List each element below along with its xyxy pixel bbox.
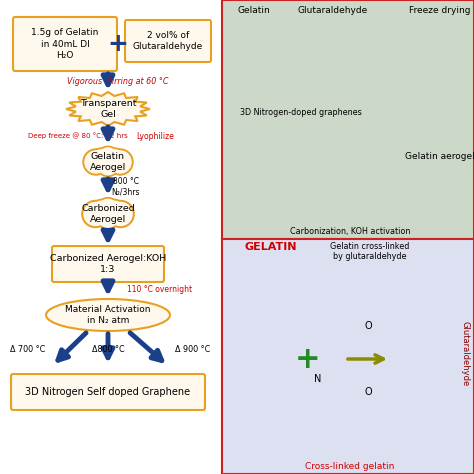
Text: Freeze drying: Freeze drying — [409, 6, 471, 15]
FancyBboxPatch shape — [0, 0, 218, 474]
Circle shape — [96, 153, 120, 176]
Text: Lyophilize: Lyophilize — [136, 131, 174, 140]
Text: 110 °C overnight: 110 °C overnight — [128, 285, 192, 294]
Text: Cross-linked gelatin: Cross-linked gelatin — [305, 462, 395, 471]
Text: Vigorous stirring at 60 °C: Vigorous stirring at 60 °C — [67, 76, 169, 85]
Text: Gelatin cross-linked
by glutaraldehyde: Gelatin cross-linked by glutaraldehyde — [330, 242, 410, 261]
Text: 800 °C
N₂/3hrs: 800 °C N₂/3hrs — [112, 177, 140, 197]
Text: 1.5g of Gelatin
in 40mL DI
H₂O: 1.5g of Gelatin in 40mL DI H₂O — [31, 28, 99, 60]
Text: Gelatin
Aerogel: Gelatin Aerogel — [90, 152, 126, 172]
Polygon shape — [66, 92, 150, 126]
Text: GELATIN: GELATIN — [245, 242, 298, 252]
Text: 2 vol% of
Glutaraldehyde: 2 vol% of Glutaraldehyde — [133, 31, 203, 51]
FancyBboxPatch shape — [125, 20, 211, 62]
Text: Glutaraldehyde: Glutaraldehyde — [298, 6, 368, 15]
Text: Deep freeze @ 80 °C: 12 hrs: Deep freeze @ 80 °C: 12 hrs — [28, 133, 128, 139]
Text: Δ800 °C: Δ800 °C — [91, 345, 124, 354]
Text: O: O — [364, 321, 372, 331]
Circle shape — [98, 200, 118, 219]
Text: Gelatin aerogel: Gelatin aerogel — [405, 152, 474, 161]
Circle shape — [92, 150, 112, 169]
FancyBboxPatch shape — [222, 239, 474, 474]
Text: Carbonized Aerogel:KOH
1:3: Carbonized Aerogel:KOH 1:3 — [50, 254, 166, 274]
FancyBboxPatch shape — [222, 0, 474, 239]
Text: Carbonized
Aerogel: Carbonized Aerogel — [81, 204, 135, 224]
Circle shape — [90, 200, 114, 223]
Circle shape — [96, 198, 120, 221]
Circle shape — [85, 151, 107, 173]
Circle shape — [99, 148, 118, 167]
Circle shape — [102, 148, 126, 171]
FancyBboxPatch shape — [11, 374, 205, 410]
Circle shape — [97, 146, 119, 169]
FancyBboxPatch shape — [52, 246, 164, 282]
Text: Glutaraldehyde: Glutaraldehyde — [461, 321, 470, 387]
Circle shape — [83, 149, 109, 175]
Circle shape — [107, 149, 133, 175]
Text: Δ 700 °C: Δ 700 °C — [10, 345, 46, 354]
Circle shape — [102, 200, 126, 223]
Circle shape — [104, 150, 124, 169]
Circle shape — [109, 151, 131, 173]
Circle shape — [91, 148, 113, 171]
Text: N: N — [314, 374, 322, 384]
Text: Carbonization, KOH activation: Carbonization, KOH activation — [290, 227, 410, 236]
Circle shape — [107, 201, 134, 228]
Circle shape — [84, 202, 107, 226]
Text: Material Activation
in N₂ atm: Material Activation in N₂ atm — [65, 305, 151, 325]
Text: Gelatin: Gelatin — [238, 6, 271, 15]
Text: 3D Nitrogen-doped graphenes: 3D Nitrogen-doped graphenes — [240, 108, 362, 117]
Text: 3D Nitrogen Self doped Graphene: 3D Nitrogen Self doped Graphene — [26, 387, 191, 397]
Text: O: O — [364, 387, 372, 397]
Circle shape — [109, 202, 132, 226]
Ellipse shape — [46, 299, 170, 331]
Circle shape — [104, 201, 125, 221]
Text: +: + — [295, 345, 321, 374]
Circle shape — [82, 201, 109, 228]
Text: +: + — [108, 32, 128, 56]
Text: Δ 900 °C: Δ 900 °C — [175, 345, 210, 354]
Circle shape — [96, 204, 120, 229]
FancyBboxPatch shape — [13, 17, 117, 71]
Circle shape — [91, 201, 112, 221]
Circle shape — [97, 206, 118, 227]
Text: Transparent
Gel: Transparent Gel — [80, 99, 136, 119]
Circle shape — [98, 155, 118, 175]
